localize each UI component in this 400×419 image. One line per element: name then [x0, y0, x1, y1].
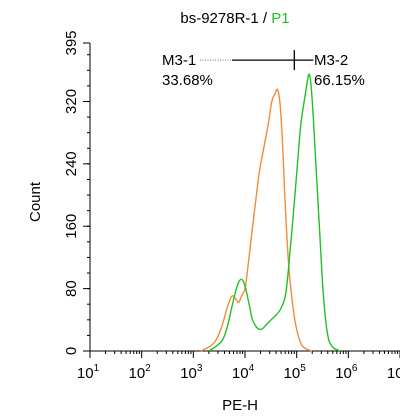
gate-m3-1-percent: 33.68%	[162, 72, 213, 89]
gate-m3-2-name: M3-2	[314, 52, 348, 69]
gate-markers: M3-1 33.68% M3-2 66.15%	[162, 50, 365, 89]
chart-title-population: P1	[271, 10, 289, 27]
x-axis-title: PE-H	[222, 397, 258, 414]
x-tick-label: 101	[77, 363, 100, 382]
x-tick-label: 107	[387, 363, 400, 382]
histogram-curves	[200, 73, 341, 352]
y-tick-label: 80	[63, 280, 80, 297]
x-tick-label: 102	[129, 363, 152, 382]
y-tick-label: 320	[63, 89, 80, 114]
axes: 0 80 160 240 320 395 101 102 103 104 105 106 107	[63, 30, 400, 382]
x-tick-label: 104	[232, 363, 255, 382]
y-tick-label: 0	[63, 347, 80, 355]
histogram-series-2	[208, 73, 341, 352]
y-tick-label: 240	[63, 151, 80, 176]
gate-m3-1-name: M3-1	[162, 52, 196, 69]
histogram-series-1	[200, 88, 313, 352]
x-minor-ticks	[105, 351, 399, 354]
chart-title-sample: bs-9278R-1	[180, 10, 258, 27]
y-tick-label: 160	[63, 214, 80, 239]
chart-title-separator: /	[259, 10, 272, 27]
x-tick-label: 105	[284, 363, 307, 382]
gate-m3-2-percent: 66.15%	[314, 72, 365, 89]
x-tick-label: 103	[180, 363, 203, 382]
y-axis-title: Count	[27, 181, 44, 222]
chart-title: bs-9278R-1 / P1	[180, 10, 289, 27]
x-tick-label: 106	[335, 363, 358, 382]
y-tick-label: 395	[63, 30, 80, 55]
